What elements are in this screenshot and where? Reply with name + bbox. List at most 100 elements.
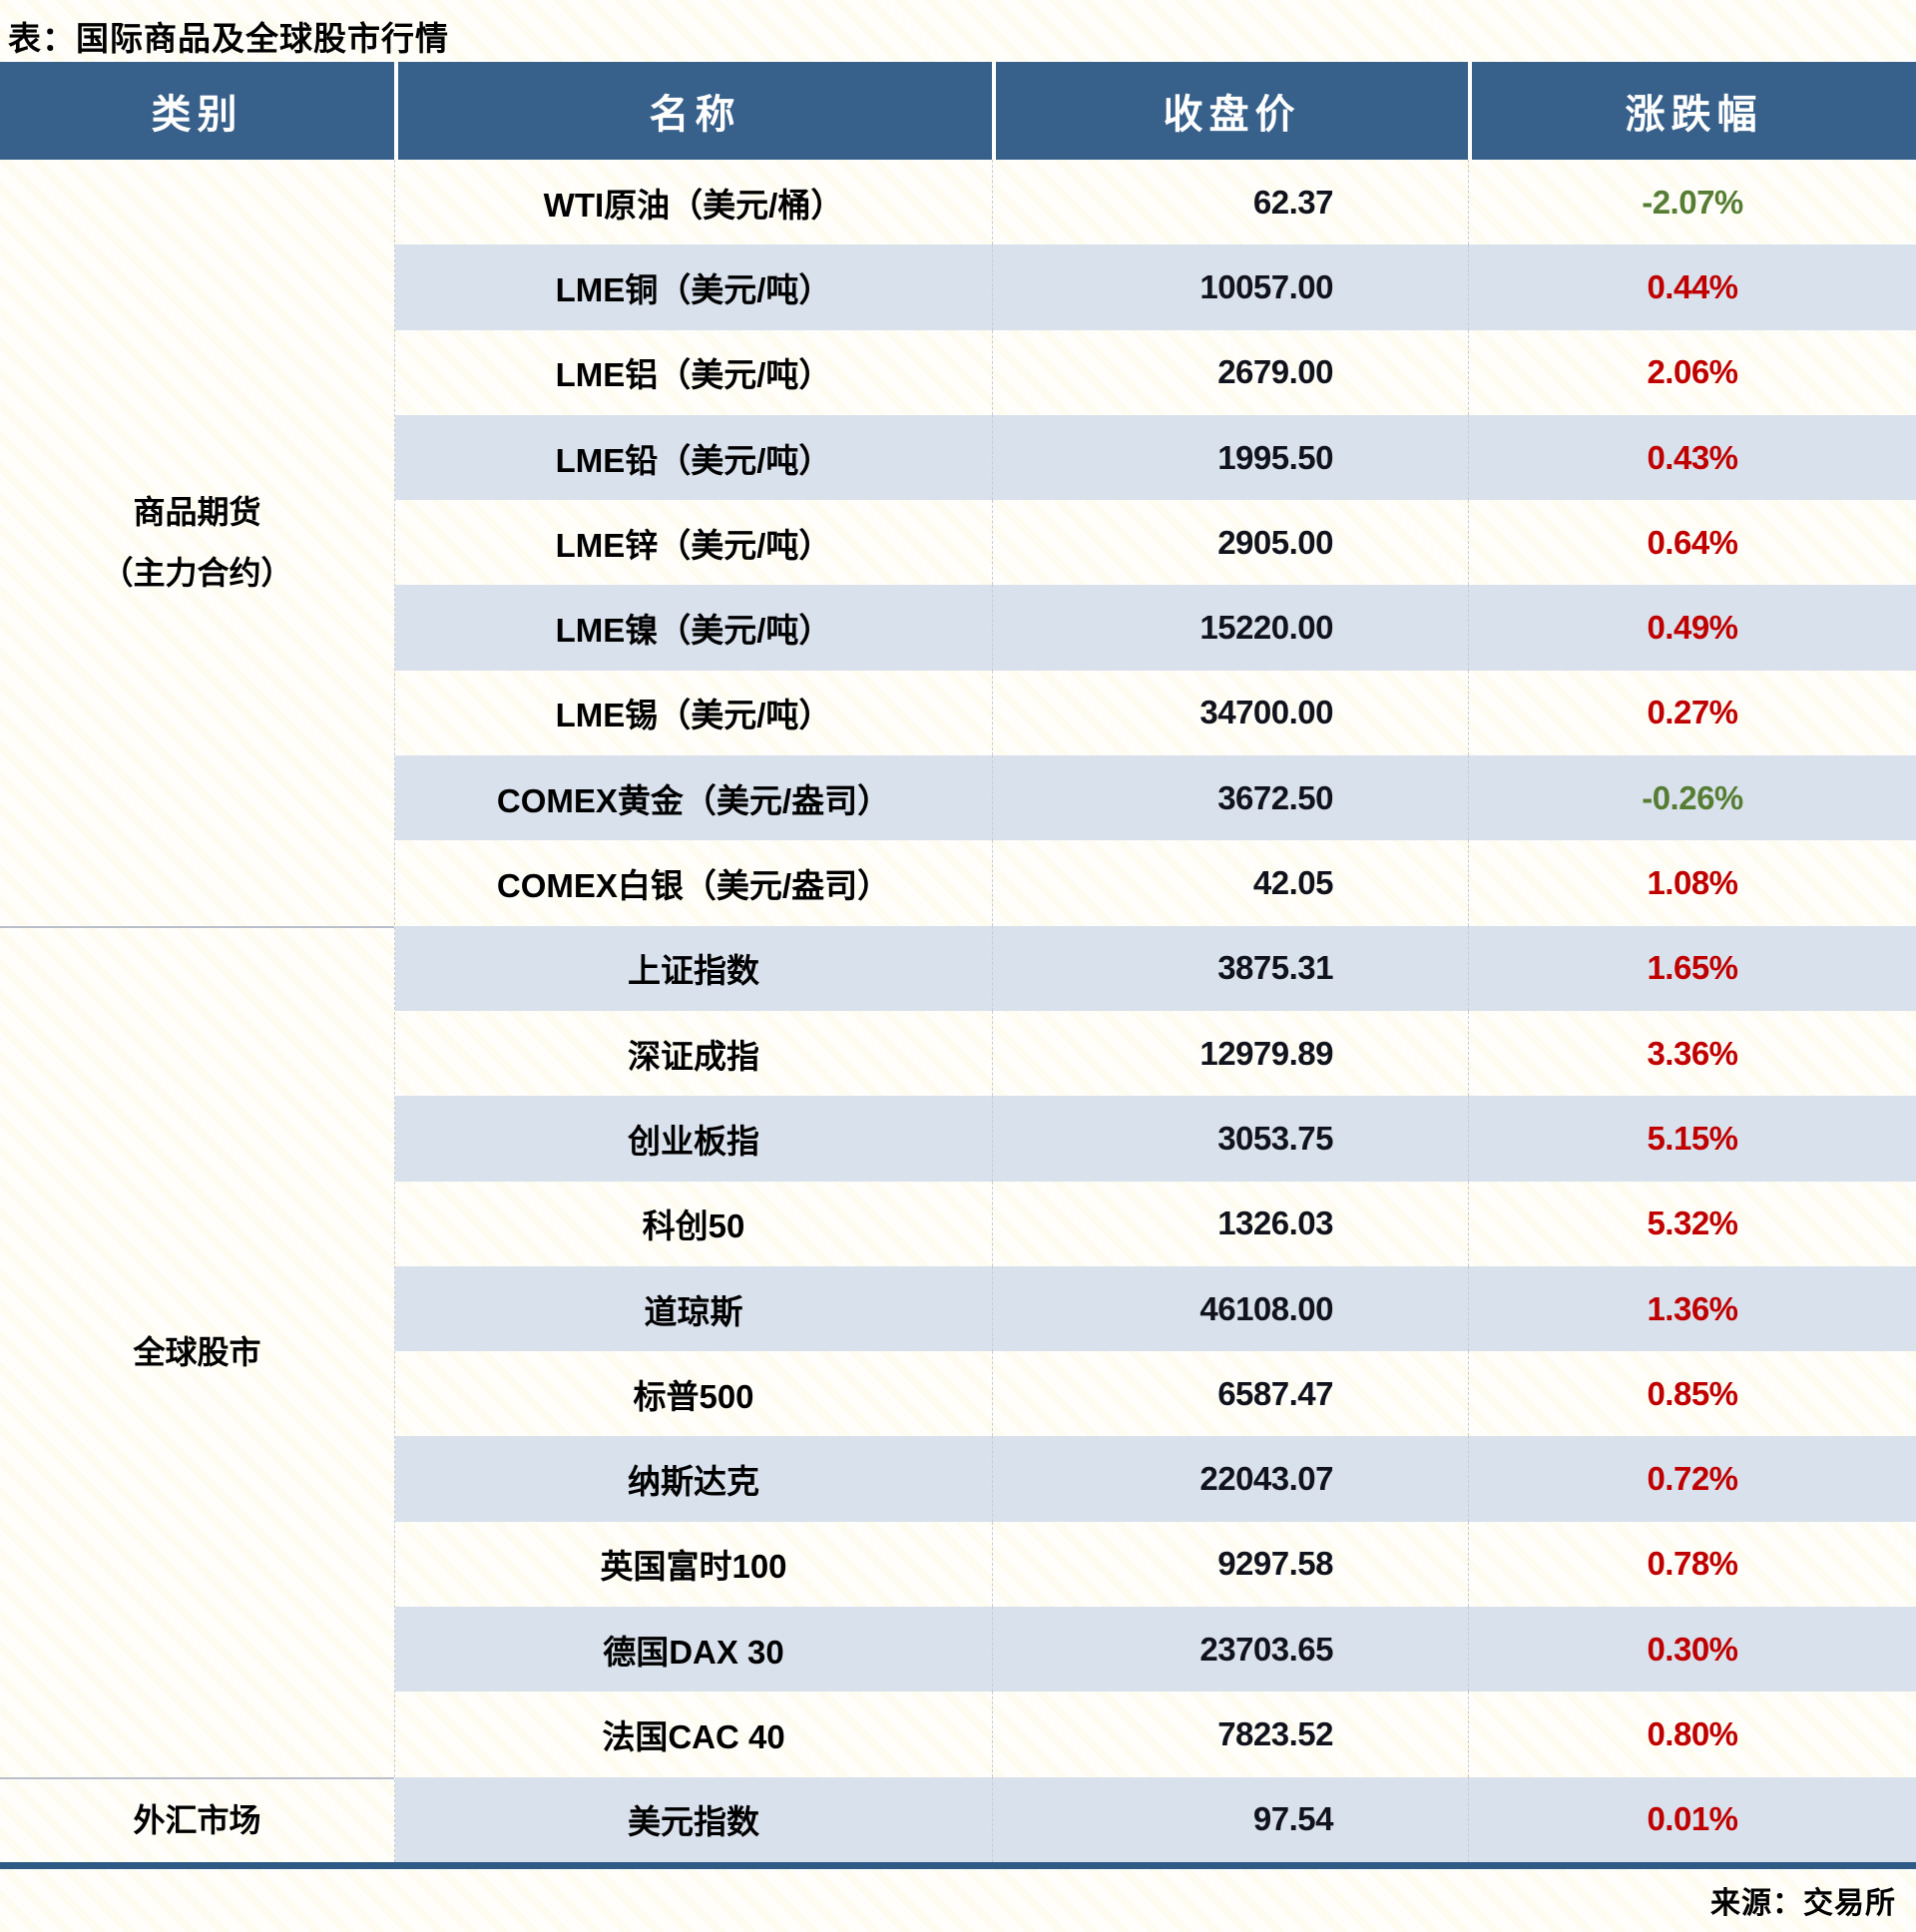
source-note: 来源：交易所 (1710, 1886, 1896, 1920)
table-row: LME铝（美元/吨） 2679.00 2.06% (395, 329, 1916, 415)
table-row: COMEX黄金（美元/盎司） 3672.50 -0.26% (395, 755, 1916, 841)
close-price: 1995.50 (992, 414, 1468, 501)
change-percent: 5.32% (1468, 1181, 1916, 1266)
category-column: 商品期货 （主力合约） 全球股市外汇市场 (0, 160, 394, 1862)
change-percent: 0.78% (1468, 1521, 1916, 1608)
category-label: （主力合约） (101, 554, 293, 591)
instrument-name: LME锌（美元/吨） (555, 526, 832, 564)
table-row: 法国CAC 40 7823.52 0.80% (395, 1691, 1916, 1777)
close-price: 62.37 (992, 160, 1468, 245)
header-close: 收盘价 (992, 62, 1468, 160)
change-percent: 0.44% (1468, 244, 1916, 330)
instrument-name: 标普500 (633, 1377, 754, 1415)
close-price: 12979.89 (992, 1010, 1468, 1097)
table-row: 德国DAX 30 23703.65 0.30% (395, 1607, 1916, 1692)
change-percent: 0.72% (1468, 1436, 1916, 1522)
change-percent: 0.64% (1468, 500, 1916, 586)
close-price: 15220.00 (992, 585, 1468, 671)
header-name: 名称 (394, 62, 992, 160)
close-price: 46108.00 (992, 1265, 1468, 1352)
instrument-name: 科创50 (642, 1208, 745, 1245)
change-percent: 0.01% (1468, 1776, 1916, 1862)
instrument-name: 德国DAX 30 (603, 1633, 784, 1671)
table-body: 商品期货 （主力合约） 全球股市外汇市场 WTI原油（美元/桶） 62.37 -2.07… (0, 160, 1916, 1862)
change-percent: 1.65% (1468, 925, 1916, 1011)
table-row: LME铜（美元/吨） 10057.00 0.44% (395, 244, 1916, 330)
instrument-name: COMEX白银（美元/盎司） (496, 867, 891, 905)
instrument-name: WTI原油（美元/桶） (543, 186, 844, 224)
change-percent: 0.27% (1468, 670, 1916, 756)
category-cell: 全球股市 (0, 925, 394, 1777)
instrument-name: LME锡（美元/吨） (555, 697, 832, 734)
instrument-name: 创业板指 (628, 1122, 759, 1160)
instrument-name: 道琼斯 (644, 1292, 743, 1330)
instrument-name: 深证成指 (628, 1037, 759, 1075)
table-row: COMEX白银（美元/盎司） 42.05 1.08% (395, 840, 1916, 926)
table-row: 标普500 6587.47 0.85% (395, 1351, 1916, 1437)
instrument-name: LME铜（美元/吨） (555, 270, 832, 308)
change-percent: 0.30% (1468, 1607, 1916, 1692)
close-price: 1326.03 (992, 1181, 1468, 1266)
table-bottom-border (0, 1861, 1916, 1869)
table-header-row: 类别 名称 收盘价 涨跌幅 (0, 62, 1916, 160)
table-row: 科创50 1326.03 5.32% (395, 1181, 1916, 1266)
instrument-name: 法国CAC 40 (602, 1717, 785, 1755)
change-percent: 0.80% (1468, 1691, 1916, 1777)
change-percent: 1.36% (1468, 1265, 1916, 1352)
category-label: 商品期货 (133, 494, 261, 531)
instrument-name: LME铅（美元/吨） (555, 441, 832, 479)
close-price: 3053.75 (992, 1096, 1468, 1182)
close-price: 97.54 (992, 1776, 1468, 1862)
close-price: 3672.50 (992, 755, 1468, 841)
close-price: 42.05 (992, 840, 1468, 926)
close-price: 2905.00 (992, 500, 1468, 586)
category-cell: 商品期货 （主力合约） (0, 160, 394, 926)
change-percent: 5.15% (1468, 1096, 1916, 1182)
close-price: 9297.58 (992, 1521, 1468, 1608)
category-label: 全球股市 (133, 1333, 261, 1370)
change-percent: 0.85% (1468, 1351, 1916, 1437)
table-row: 美元指数 97.54 0.01% (395, 1776, 1916, 1862)
change-percent: 3.36% (1468, 1010, 1916, 1097)
category-label: 外汇市场 (133, 1801, 261, 1838)
close-price: 34700.00 (992, 670, 1468, 756)
close-price: 7823.52 (992, 1691, 1468, 1777)
category-cell: 外汇市场 (0, 1776, 394, 1862)
instrument-name: LME镍（美元/吨） (555, 612, 832, 650)
change-percent: 0.49% (1468, 585, 1916, 671)
table-row: LME锌（美元/吨） 2905.00 0.64% (395, 500, 1916, 586)
instrument-name: COMEX黄金（美元/盎司） (496, 781, 891, 819)
table-row: LME锡（美元/吨） 34700.00 0.27% (395, 670, 1916, 756)
table-row: 纳斯达克 22043.07 0.72% (395, 1436, 1916, 1522)
instrument-name: LME铝（美元/吨） (555, 356, 832, 394)
close-price: 2679.00 (992, 329, 1468, 415)
table-row: 英国富时100 9297.58 0.78% (395, 1521, 1916, 1608)
page-title: 表：国际商品及全球股市行情 (8, 20, 449, 57)
quotes-table: 类别 名称 收盘价 涨跌幅 商品期货 （主力合约） 全球股市外汇市场 WTI原油（美… (0, 62, 1916, 1869)
change-percent: 1.08% (1468, 840, 1916, 926)
close-price: 22043.07 (992, 1436, 1468, 1522)
change-percent: -0.26% (1468, 755, 1916, 841)
table-row: LME镍（美元/吨） 15220.00 0.49% (395, 585, 1916, 671)
instrument-name: 纳斯达克 (628, 1463, 759, 1501)
header-change: 涨跌幅 (1468, 62, 1916, 160)
change-percent: 2.06% (1468, 329, 1916, 415)
table-row: 创业板指 3053.75 5.15% (395, 1096, 1916, 1182)
instrument-name: 美元指数 (628, 1803, 759, 1841)
table-row: WTI原油（美元/桶） 62.37 -2.07% (395, 160, 1916, 245)
header-category: 类别 (0, 62, 394, 160)
change-percent: -2.07% (1468, 160, 1916, 245)
table-row: 深证成指 12979.89 3.36% (395, 1010, 1916, 1097)
instrument-name: 英国富时100 (600, 1548, 787, 1586)
data-rows: WTI原油（美元/桶） 62.37 -2.07% LME铜（美元/吨） 10057.00… (394, 160, 1916, 1862)
change-percent: 0.43% (1468, 414, 1916, 501)
table-row: 道琼斯 46108.00 1.36% (395, 1265, 1916, 1352)
close-price: 10057.00 (992, 244, 1468, 330)
instrument-name: 上证指数 (628, 952, 759, 990)
close-price: 3875.31 (992, 925, 1468, 1011)
table-row: 上证指数 3875.31 1.65% (395, 925, 1916, 1011)
close-price: 23703.65 (992, 1607, 1468, 1692)
close-price: 6587.47 (992, 1351, 1468, 1437)
table-row: LME铅（美元/吨） 1995.50 0.43% (395, 414, 1916, 501)
